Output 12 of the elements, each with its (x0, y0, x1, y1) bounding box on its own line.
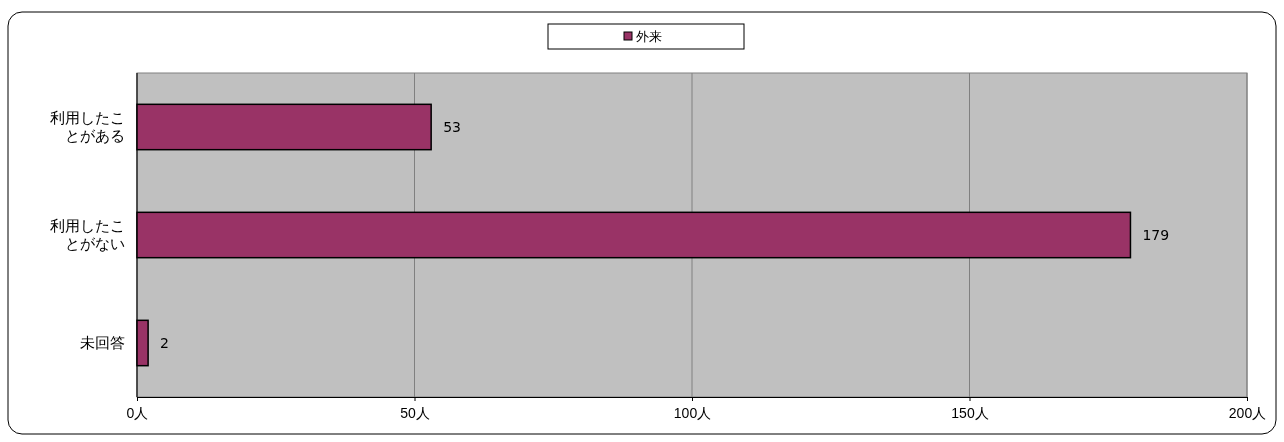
x-tick-label: 0人 (126, 405, 149, 421)
y-tick-label: 未回答 (80, 334, 125, 352)
data-label: 2 (160, 335, 170, 351)
data-label: 53 (443, 119, 461, 135)
x-tick-label: 100人 (673, 405, 712, 421)
x-tick-label: 200人 (1228, 405, 1267, 421)
data-label: 179 (1142, 227, 1170, 243)
y-tick-label: 利用したことがない (50, 217, 125, 253)
x-tick-label: 50人 (400, 405, 430, 421)
y-tick-label: 利用したことがある (50, 109, 125, 145)
x-tick-label: 150人 (951, 405, 989, 421)
legend-label: 外来 (636, 29, 662, 44)
